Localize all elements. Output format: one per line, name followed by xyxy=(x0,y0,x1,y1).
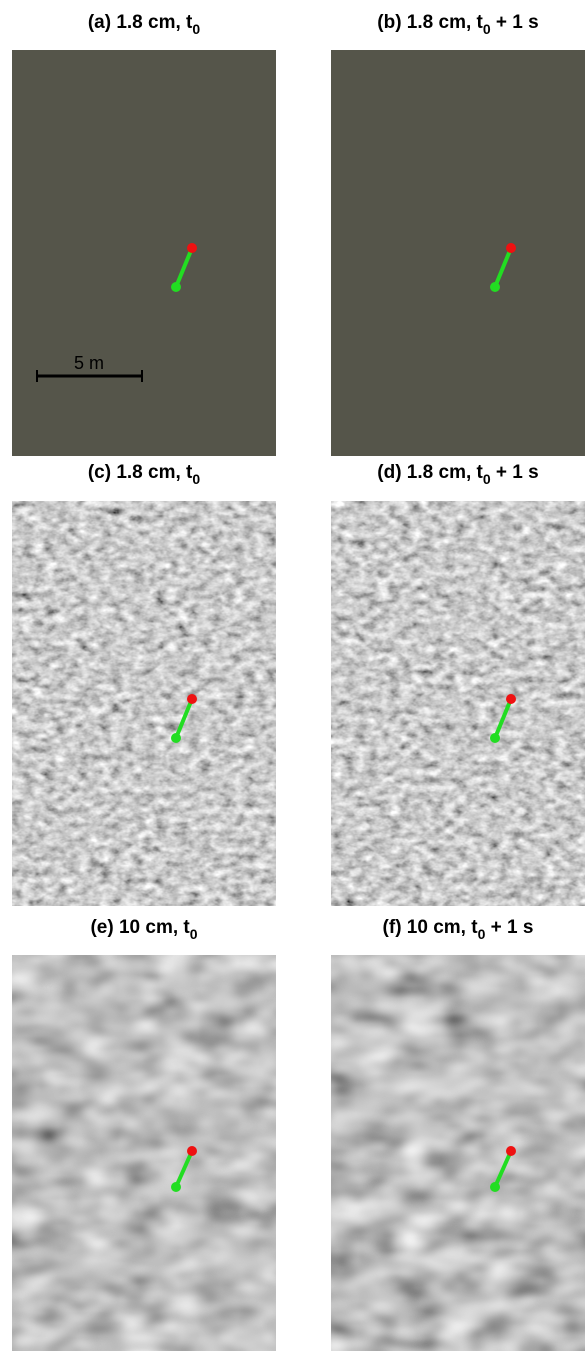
panel-title: (d) 1.8 cm, t0 + 1 s xyxy=(377,462,538,487)
title-subscript: 0 xyxy=(192,21,200,37)
start-point xyxy=(171,733,181,743)
title-text: (a) 1.8 cm, t xyxy=(88,12,193,33)
panel-title: (a) 1.8 cm, t0 xyxy=(88,12,201,37)
end-point xyxy=(506,694,516,704)
panel-image xyxy=(331,955,585,1351)
title-suffix: + 1 s xyxy=(485,917,533,938)
start-point xyxy=(171,282,181,292)
title-text: (d) 1.8 cm, t xyxy=(377,462,483,483)
panel-title: (e) 10 cm, t0 xyxy=(90,917,197,942)
start-point xyxy=(490,1182,500,1192)
title-subscript: 0 xyxy=(192,471,200,487)
panel-title: (b) 1.8 cm, t0 + 1 s xyxy=(377,12,538,37)
title-text: (b) 1.8 cm, t xyxy=(377,12,483,33)
image xyxy=(331,50,585,456)
start-point xyxy=(490,282,500,292)
image xyxy=(331,501,585,906)
title-subscript: 0 xyxy=(483,21,491,37)
figure: (a) 1.8 cm, t0(b) 1.8 cm, t0 + 1 s(c) 1.… xyxy=(0,0,585,1351)
image xyxy=(12,501,276,906)
end-point xyxy=(506,243,516,253)
panel-image xyxy=(331,50,585,456)
start-point xyxy=(490,733,500,743)
panel-image xyxy=(331,501,585,906)
panel-image xyxy=(12,501,276,906)
end-point xyxy=(506,1146,516,1156)
scale-label: 5 m xyxy=(74,353,104,373)
panel-image xyxy=(12,955,276,1351)
title-text: (e) 10 cm, t xyxy=(90,917,190,938)
title-subscript: 0 xyxy=(190,926,198,942)
image xyxy=(12,955,276,1351)
title-suffix: + 1 s xyxy=(491,462,539,483)
panel-image xyxy=(12,50,276,456)
image xyxy=(331,955,585,1351)
end-point xyxy=(187,1146,197,1156)
panel-title: (c) 1.8 cm, t0 xyxy=(88,462,201,487)
title-subscript: 0 xyxy=(478,926,486,942)
image xyxy=(12,50,276,456)
title-text: (f) 10 cm, t xyxy=(383,917,479,938)
title-text: (c) 1.8 cm, t xyxy=(88,462,193,483)
title-subscript: 0 xyxy=(483,471,491,487)
start-point xyxy=(171,1182,181,1192)
panel-title: (f) 10 cm, t0 + 1 s xyxy=(383,917,534,942)
end-point xyxy=(187,243,197,253)
page: {"panels": [ {"title": {"prefix": "(a) 1… xyxy=(0,0,585,1351)
end-point xyxy=(187,694,197,704)
title-suffix: + 1 s xyxy=(491,12,539,33)
